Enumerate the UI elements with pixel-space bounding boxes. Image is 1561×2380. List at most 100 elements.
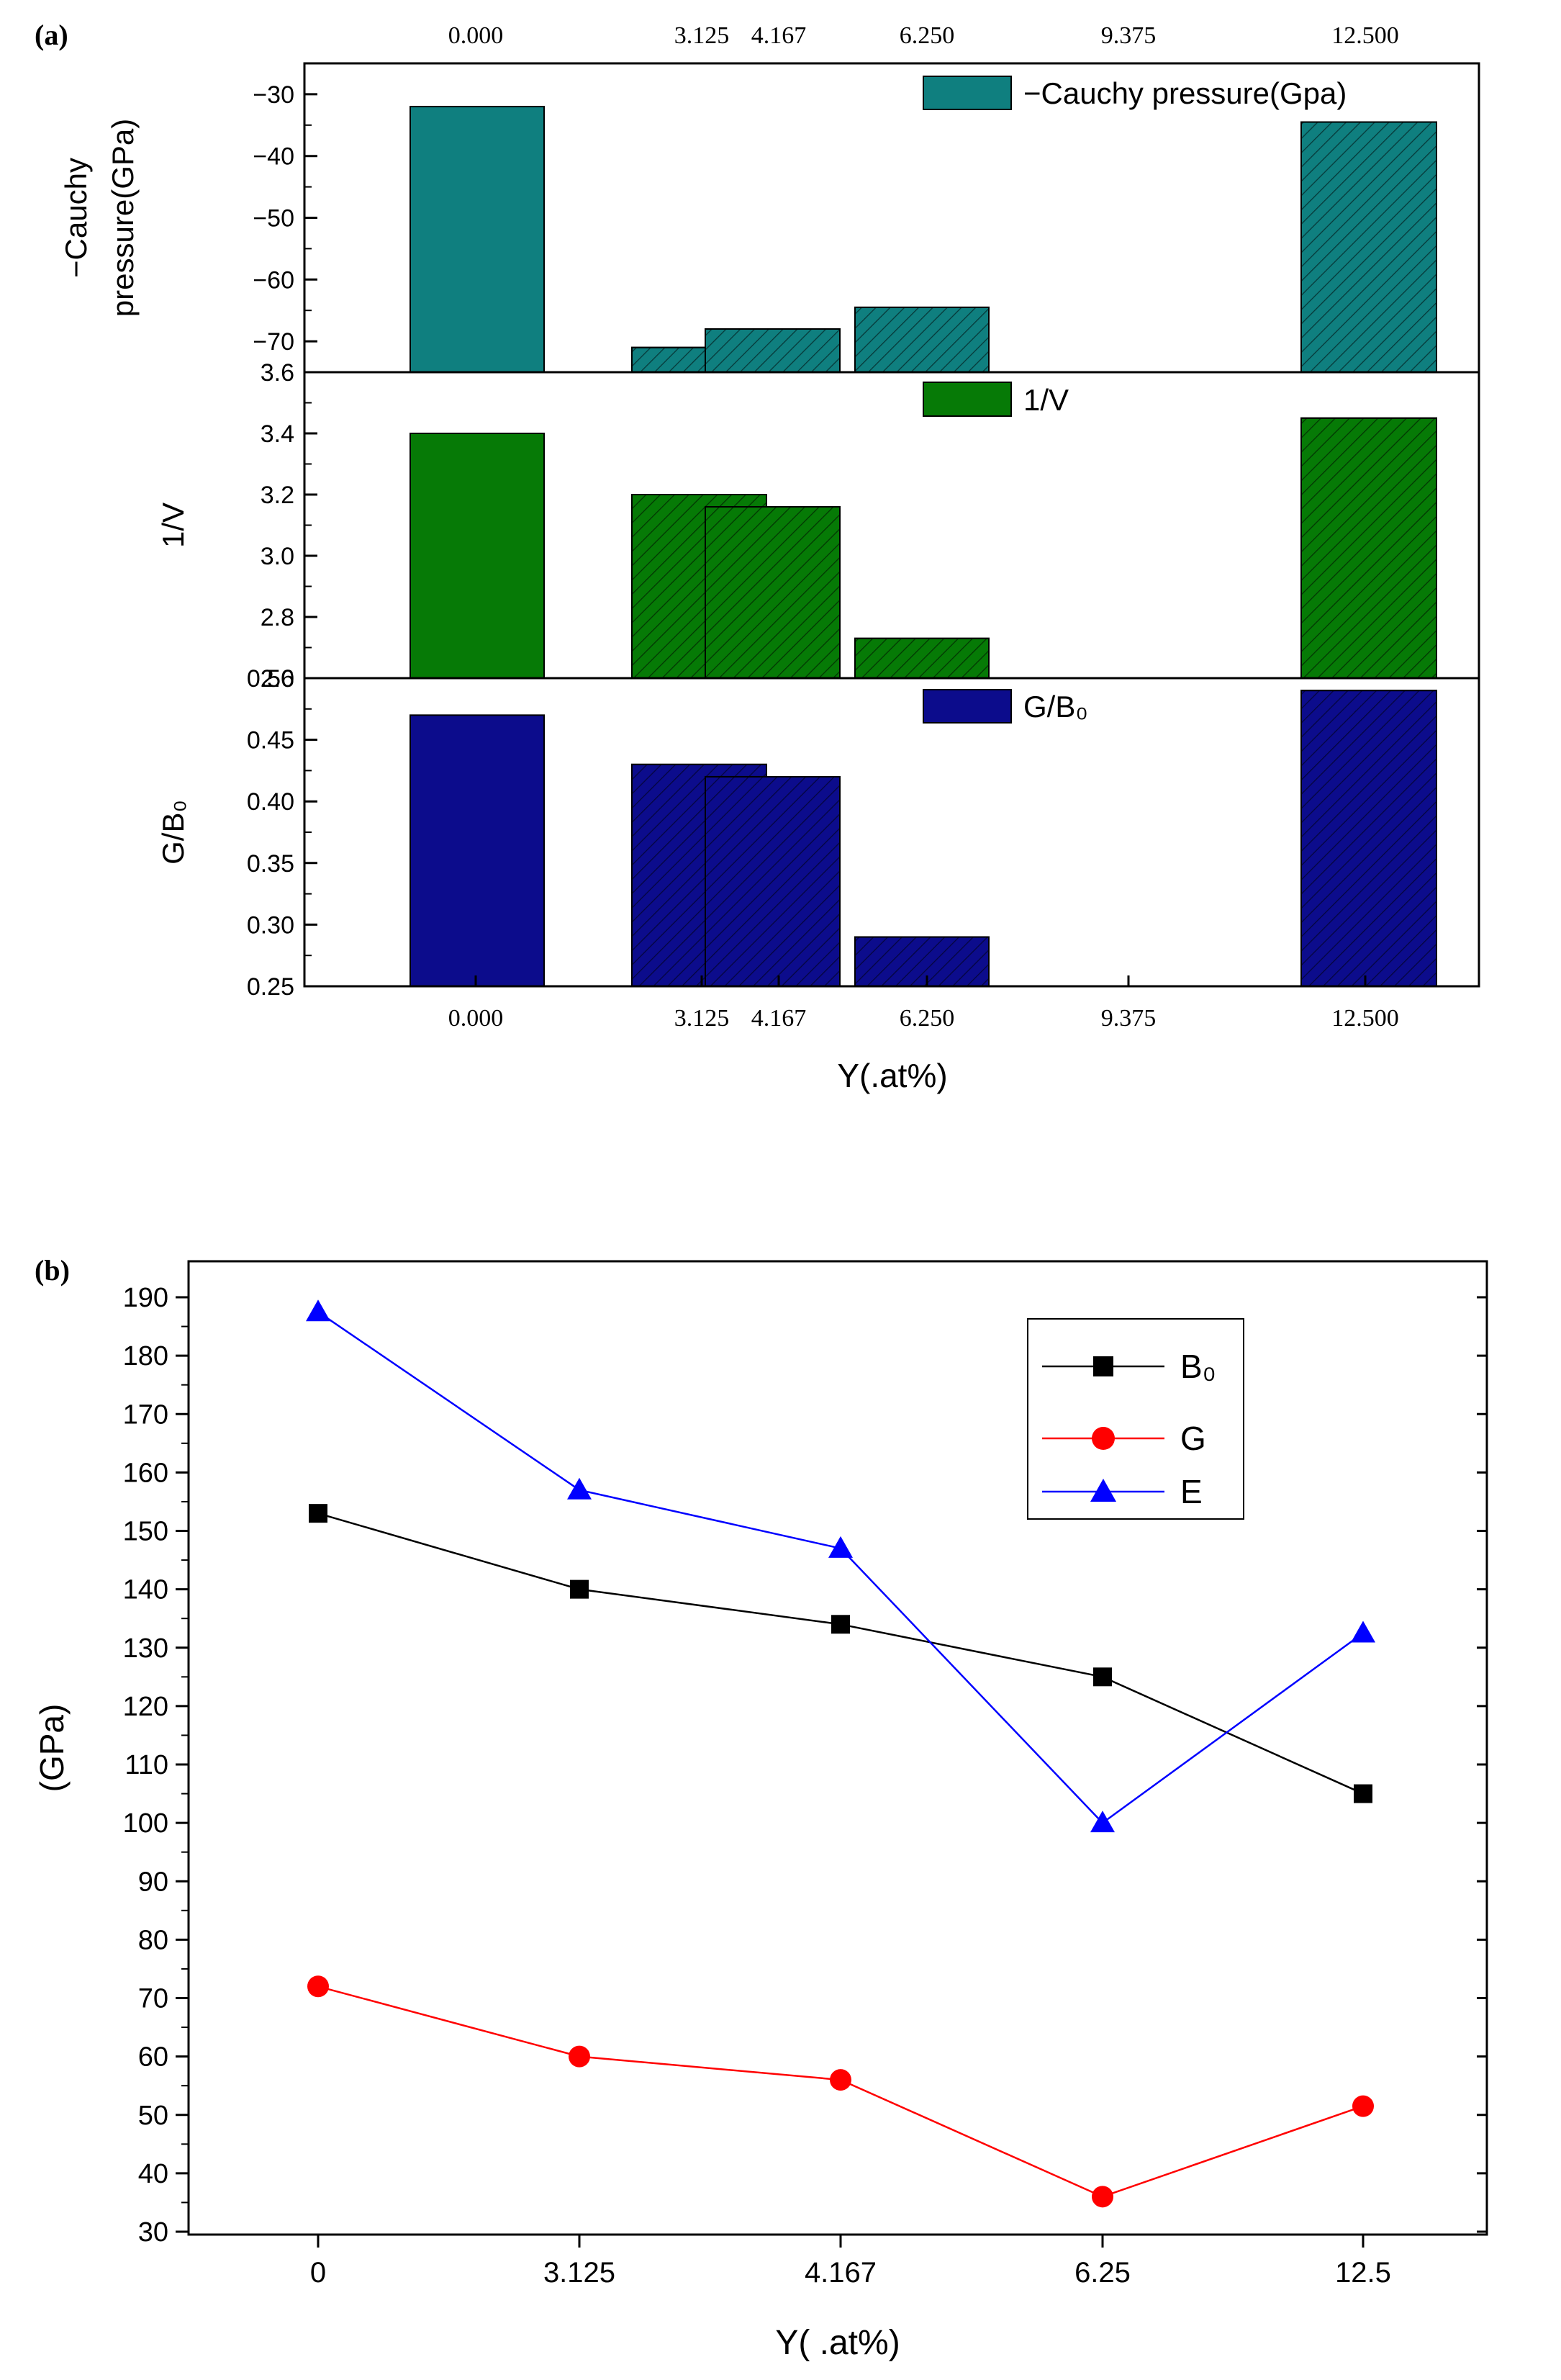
legend-label: −Cauchy pressure(Gpa) xyxy=(1023,76,1347,110)
y-axis-label-line2: pressure(GPa) xyxy=(106,119,140,317)
y-tick-label: 3.0 xyxy=(261,543,294,570)
top-x-tick-label: 0.000 xyxy=(448,22,504,49)
bar-hatch xyxy=(1300,690,1437,987)
y-tick-label: 3.6 xyxy=(261,359,294,387)
x-tick-label: 12.500 xyxy=(1331,1005,1399,1032)
y-tick-label: 0.50 xyxy=(247,665,294,693)
panel-label-a: (a) xyxy=(35,19,68,51)
bar-hatch xyxy=(1300,417,1437,679)
legend-marker xyxy=(1092,1427,1115,1450)
legend-swatch xyxy=(923,689,1012,724)
x-axis-label: Y( .at%) xyxy=(775,2324,900,2362)
y-tick-label: 0.25 xyxy=(247,973,294,1001)
y-tick-label: 3.2 xyxy=(261,482,294,509)
top-x-tick-label: 3.125 xyxy=(674,22,730,49)
y-tick-label: 110 xyxy=(125,1750,168,1780)
series-point xyxy=(1093,1667,1112,1687)
y-tick-label: 2.8 xyxy=(261,604,294,631)
bar xyxy=(410,106,545,373)
x-axis-label: Y(.at%) xyxy=(837,1057,947,1094)
legend-swatch xyxy=(923,382,1012,417)
legend-marker xyxy=(1090,1479,1116,1502)
series-point xyxy=(1352,2095,1374,2117)
series-point xyxy=(1092,2186,1113,2208)
y-tick-label: 170 xyxy=(123,1399,168,1430)
y-tick-label: 180 xyxy=(123,1341,168,1371)
panel-b-line-chart: (b) 30 40 50 60 70 80 90 100 110 120 130 140 150 160 17… xyxy=(33,1254,1488,2362)
series-point xyxy=(306,1299,330,1322)
top-x-tick-label: 6.250 xyxy=(900,22,955,49)
bar-hatch xyxy=(854,306,990,373)
y-tick-label: 80 xyxy=(138,1925,168,1955)
series-point xyxy=(569,2045,590,2068)
x-tick-label: 3.125 xyxy=(674,1005,730,1032)
top-x-tick-label: 4.167 xyxy=(751,22,807,49)
x-tick-label: 0 xyxy=(310,2257,326,2289)
y-tick-label: −50 xyxy=(253,205,294,233)
bar xyxy=(410,433,545,679)
y-tick-label: 160 xyxy=(123,1458,168,1488)
y-tick-label: 90 xyxy=(138,1867,168,1897)
x-tick-label: 0.000 xyxy=(448,1005,504,1032)
x-tick-label: 4.167 xyxy=(751,1005,807,1032)
y-tick-label: −60 xyxy=(253,266,294,294)
bar-hatch xyxy=(854,637,990,679)
legend-marker xyxy=(1093,1356,1113,1376)
series-point xyxy=(567,1477,592,1500)
series-point xyxy=(1354,1784,1372,1803)
y-tick-label: 2.6 xyxy=(261,665,294,693)
plot-frame xyxy=(187,1260,1488,2236)
y-tick-label: 40 xyxy=(138,2159,168,2189)
top-x-tick-label: 9.375 xyxy=(1101,22,1157,49)
legend-label: G xyxy=(1180,1420,1206,1457)
panel-label-b: (b) xyxy=(35,1254,70,1286)
x-tick-label: 9.375 xyxy=(1101,1005,1157,1032)
x-tick-label: 6.250 xyxy=(900,1005,955,1032)
y-tick-label: −30 xyxy=(253,81,294,109)
series-point xyxy=(307,1975,329,1998)
series-point xyxy=(309,1504,327,1523)
y-tick-label: 190 xyxy=(123,1283,168,1313)
y-tick-label: −70 xyxy=(253,328,294,356)
series-point xyxy=(828,1536,853,1558)
y-tick-label: 60 xyxy=(138,2042,168,2073)
x-tick-label: 3.125 xyxy=(543,2257,615,2289)
y-tick-label: 100 xyxy=(123,1808,168,1839)
series-point xyxy=(830,2069,851,2091)
y-tick-label: −40 xyxy=(253,143,294,171)
y-axis-label: (GPa) xyxy=(33,1704,71,1793)
y-tick-label: 140 xyxy=(123,1575,168,1605)
x-tick-label: 12.5 xyxy=(1335,2257,1391,2289)
y-tick-label: 150 xyxy=(123,1517,168,1547)
series-point xyxy=(831,1615,850,1634)
bar-hatch xyxy=(854,936,990,988)
panel-a-stacked-bar-chart: (a) 0.000 0.000 3.125 3.125 4.167 4.167 6.250 6.… xyxy=(35,19,1480,1094)
y-axis-label-line1: −Cauchy xyxy=(59,158,93,278)
bar-hatch xyxy=(705,506,841,679)
series-line xyxy=(317,1985,1364,2198)
bar-hatch xyxy=(705,775,841,987)
y-tick-label: 50 xyxy=(138,2101,168,2131)
y-axis-label: G/B₀ xyxy=(156,800,190,865)
y-tick-label: 0.35 xyxy=(247,850,294,878)
bar-hatch xyxy=(705,328,841,374)
legend-label: B₀ xyxy=(1180,1348,1216,1385)
y-tick-label: 3.4 xyxy=(261,420,294,448)
legend-label: G/B₀ xyxy=(1023,690,1088,724)
bar xyxy=(410,714,545,987)
legend-label: 1/V xyxy=(1023,383,1069,417)
top-x-tick-label: 12.500 xyxy=(1331,22,1399,49)
bar-hatch xyxy=(1300,121,1437,373)
y-tick-label: 70 xyxy=(138,1984,168,2014)
y-tick-label: 130 xyxy=(123,1633,168,1664)
series-point xyxy=(570,1579,589,1599)
legend-label: E xyxy=(1180,1473,1203,1510)
x-tick-label: 6.25 xyxy=(1074,2257,1131,2289)
y-tick-label: 0.45 xyxy=(247,727,294,754)
y-tick-label: 0.30 xyxy=(247,911,294,939)
legend-swatch xyxy=(923,76,1012,110)
series-point xyxy=(1090,1811,1115,1833)
y-tick-label: 120 xyxy=(123,1692,168,1722)
legend-box xyxy=(1027,1318,1244,1520)
